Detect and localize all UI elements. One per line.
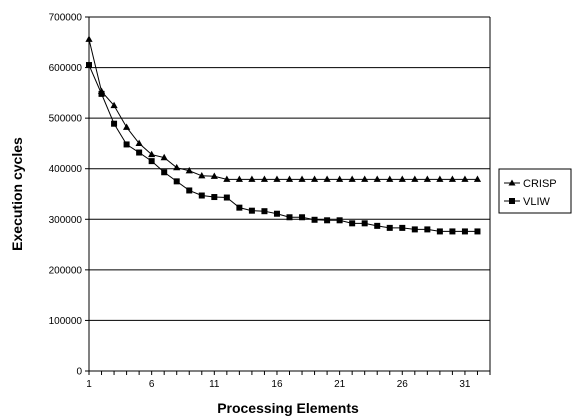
legend: CRISP VLIW [498,168,572,214]
y-tick-label: 600000 [49,63,83,74]
data-point-vliw [411,226,418,233]
data-point-vliw [461,228,468,235]
series-vliw [86,62,481,235]
series-crisp [85,35,482,182]
data-point-vliw [311,216,318,223]
legend-vliw-label: VLIW [523,196,551,208]
data-point-crisp [436,175,444,182]
data-point-crisp [336,175,344,182]
data-point-vliw [399,224,406,231]
data-point-vliw [336,217,343,224]
data-point-crisp [235,175,243,182]
data-point-crisp [310,175,319,182]
data-point-vliw [211,194,218,201]
legend-box [498,168,572,214]
data-point-vliw [374,222,381,229]
x-tick-label: 6 [149,379,155,390]
data-point-vliw [186,187,193,194]
data-point-crisp [361,175,369,182]
data-point-vliw [474,228,481,235]
data-point-vliw [324,217,331,224]
data-point-crisp [398,175,406,182]
data-point-vliw [436,228,443,235]
x-tick-label: 11 [209,379,220,390]
data-point-vliw [248,207,255,214]
plot-area [89,17,490,371]
y-tick-label: 200000 [49,265,83,276]
data-point-vliw [223,194,230,201]
data-point-crisp [273,175,281,182]
data-point-vliw [449,228,456,235]
x-tick-label: 31 [459,379,471,390]
data-point-vliw [424,226,431,233]
data-point-crisp [260,175,269,182]
y-tick-label: 300000 [49,215,83,226]
data-point-crisp [473,175,482,182]
data-point-vliw [261,208,268,215]
data-point-crisp [223,175,231,182]
data-point-crisp [348,175,356,182]
data-point-vliw [299,214,306,221]
data-point-crisp [386,175,394,182]
axes [85,16,491,375]
data-point-vliw [161,169,168,176]
data-point-crisp [411,175,419,182]
y-axis-title: Execution cycles [9,137,25,251]
data-point-vliw [386,224,393,231]
data-point-crisp [185,166,193,174]
legend-crisp-label: CRISP [523,178,557,190]
x-tick-label: 16 [271,379,283,390]
data-point-crisp [298,175,306,182]
legend-crisp-marker [508,179,516,186]
data-point-crisp [198,171,206,179]
data-point-crisp [373,175,381,182]
y-tick-label: 400000 [49,164,83,175]
data-point-crisp [135,139,143,147]
y-tick-labels: 0 100000 200000 300000 400000 500000 600000 700… [49,13,83,378]
data-point-vliw [198,192,205,199]
data-point-vliw [173,178,180,185]
x-tick-label: 26 [397,379,409,390]
data-point-crisp [423,175,431,182]
data-point-crisp [85,35,93,42]
data-point-vliw [98,90,105,97]
y-tick-label: 100000 [49,316,83,327]
data-point-vliw [349,220,356,227]
data-point-crisp [323,175,331,182]
x-axis-title: Processing Elements [217,400,359,416]
data-point-vliw [123,141,130,148]
legend-vliw-marker [509,198,515,204]
data-point-crisp [122,123,131,130]
data-point-vliw [273,210,280,217]
data-point-crisp [160,153,168,161]
data-point-crisp [285,175,294,182]
y-tick-label: 500000 [49,114,83,125]
y-tick-label: 0 [76,367,82,378]
x-tick-label: 21 [334,379,346,390]
data-point-vliw [361,220,368,227]
series-layer [85,35,482,235]
data-point-vliw [111,120,118,127]
data-point-crisp [461,175,469,182]
gridlines [89,16,490,372]
data-point-crisp [248,175,256,182]
data-point-crisp [110,101,118,109]
data-point-crisp [173,163,181,171]
data-point-crisp [448,175,457,182]
y-tick-label: 700000 [49,13,83,24]
data-point-crisp [148,150,156,158]
data-point-crisp [210,172,218,179]
data-point-vliw [148,158,155,165]
data-point-vliw [286,214,293,221]
data-point-vliw [136,149,143,156]
data-point-vliw [86,62,92,69]
x-tick-label: 1 [86,379,92,390]
data-point-vliw [236,204,243,211]
x-tick-labels: 1 6 11 16 21 26 31 [86,379,471,390]
